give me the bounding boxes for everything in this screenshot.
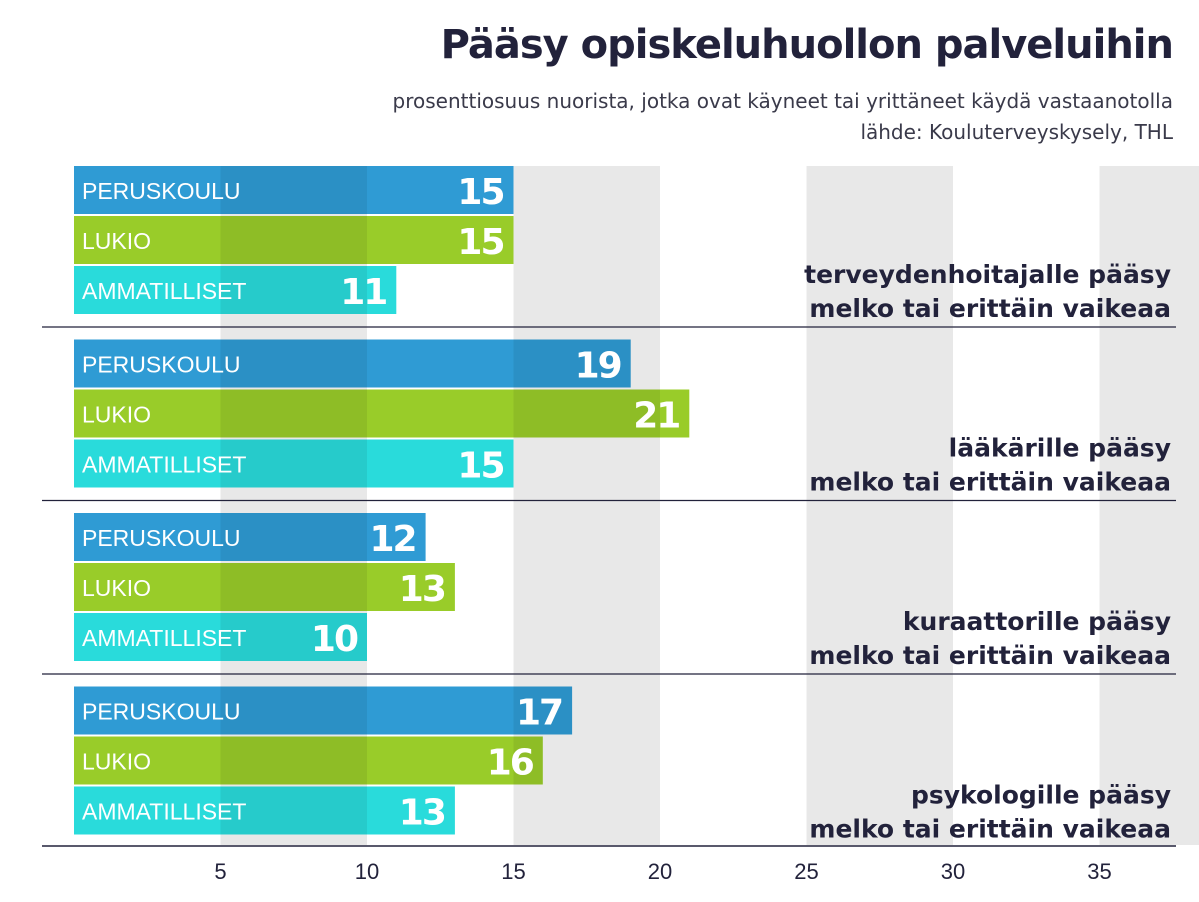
series-label: PERUSKOULU xyxy=(82,525,240,551)
bar-ammatilliset xyxy=(74,439,514,488)
value-label: 15 xyxy=(457,222,503,263)
bar-lukio xyxy=(74,389,690,438)
series-label: AMMATILLISET xyxy=(82,452,246,478)
bar-band-shade xyxy=(220,339,367,388)
bar-peruskoulu xyxy=(74,513,426,561)
series-label: AMMATILLISET xyxy=(82,625,246,651)
value-label: 11 xyxy=(340,272,386,313)
group-label-line1: terveydenhoitajalle pääsy xyxy=(804,260,1171,289)
series-label: AMMATILLISET xyxy=(82,278,246,304)
value-label: 10 xyxy=(311,619,358,660)
bars-layer: PERUSKOULU 15 LUKIO 15 AMMATILLISET 11 PERUSKO… xyxy=(74,166,690,835)
series-label: LUKIO xyxy=(82,749,151,775)
x-axis: 5 10 15 20 25 30 35 xyxy=(214,859,1111,884)
group-label-line2: melko tai erittäin vaikeaa xyxy=(809,468,1171,497)
bar-band-shade xyxy=(513,736,543,785)
bar-band-shade xyxy=(220,613,367,661)
bar-band-shade xyxy=(513,389,660,438)
series-label: PERUSKOULU xyxy=(82,178,240,204)
bar-lukio xyxy=(74,563,455,611)
bar-lukio xyxy=(74,216,514,264)
value-label: 19 xyxy=(575,346,621,387)
bar-peruskoulu xyxy=(74,166,514,214)
bar-lukio xyxy=(74,736,543,785)
group-label-line2: melko tai erittäin vaikeaa xyxy=(809,641,1171,670)
bar-band-shade xyxy=(513,686,573,735)
bar-ammatilliset xyxy=(74,613,367,661)
group-label-line1: kuraattorille pääsy xyxy=(903,607,1171,636)
value-label: 21 xyxy=(633,396,679,437)
chart-subtitle: prosenttiosuus nuorista, jotka ovat käyn… xyxy=(393,86,1173,148)
source-text: lähde: Kouluterveyskysely, THL xyxy=(860,120,1173,144)
bar-band-shade xyxy=(220,513,367,561)
chart-title: Pääsy opiskeluhuollon palveluihin xyxy=(440,22,1174,68)
bar-band-shade xyxy=(220,686,367,735)
value-label: 15 xyxy=(457,446,503,487)
series-label: PERUSKOULU xyxy=(82,699,240,725)
value-label: 13 xyxy=(399,793,445,834)
subtitle-text: prosenttiosuus nuorista, jotka ovat käyn… xyxy=(392,89,1173,113)
series-label: PERUSKOULU xyxy=(82,352,240,378)
series-label: LUKIO xyxy=(82,228,151,254)
bar-peruskoulu xyxy=(74,686,573,735)
bar-ammatilliset xyxy=(74,786,455,835)
value-label: 13 xyxy=(399,569,445,610)
bar-band-shade xyxy=(220,563,367,611)
value-label: 12 xyxy=(369,519,415,560)
bar-band-shade xyxy=(513,339,631,388)
x-tick-label: 15 xyxy=(501,859,525,884)
group-separators xyxy=(42,326,1176,847)
bar-band-shade xyxy=(220,736,367,785)
value-label: 15 xyxy=(457,172,503,213)
series-label: AMMATILLISET xyxy=(82,799,246,825)
grid-band xyxy=(1099,166,1199,845)
x-tick-label: 10 xyxy=(355,859,379,884)
bar-band-shade xyxy=(220,439,367,488)
bar-band-shade xyxy=(220,166,367,214)
bar-band-shade xyxy=(220,216,367,264)
bar-peruskoulu xyxy=(74,339,631,388)
value-label: 16 xyxy=(487,743,534,784)
x-tick-label: 20 xyxy=(648,859,672,884)
x-tick-label: 30 xyxy=(941,859,965,884)
group-label-line2: melko tai erittäin vaikeaa xyxy=(809,294,1171,323)
bar-ammatilliset xyxy=(74,266,397,314)
group-label-line1: psykologille pääsy xyxy=(911,781,1171,810)
grid-band xyxy=(806,166,953,845)
group-labels: terveydenhoitajalle pääsy melko tai eritt… xyxy=(804,260,1171,844)
series-label: LUKIO xyxy=(82,575,151,601)
x-tick-label: 35 xyxy=(1087,859,1111,884)
bar-band-shade xyxy=(220,266,367,314)
value-label: 17 xyxy=(516,693,562,734)
x-tick-label: 5 xyxy=(214,859,226,884)
bar-band-shade xyxy=(220,786,367,835)
bar-band-shade xyxy=(220,389,367,438)
group-label-line2: melko tai erittäin vaikeaa xyxy=(809,815,1171,844)
series-label: LUKIO xyxy=(82,402,151,428)
x-tick-label: 25 xyxy=(794,859,818,884)
group-label-line1: lääkärille pääsy xyxy=(949,434,1171,463)
